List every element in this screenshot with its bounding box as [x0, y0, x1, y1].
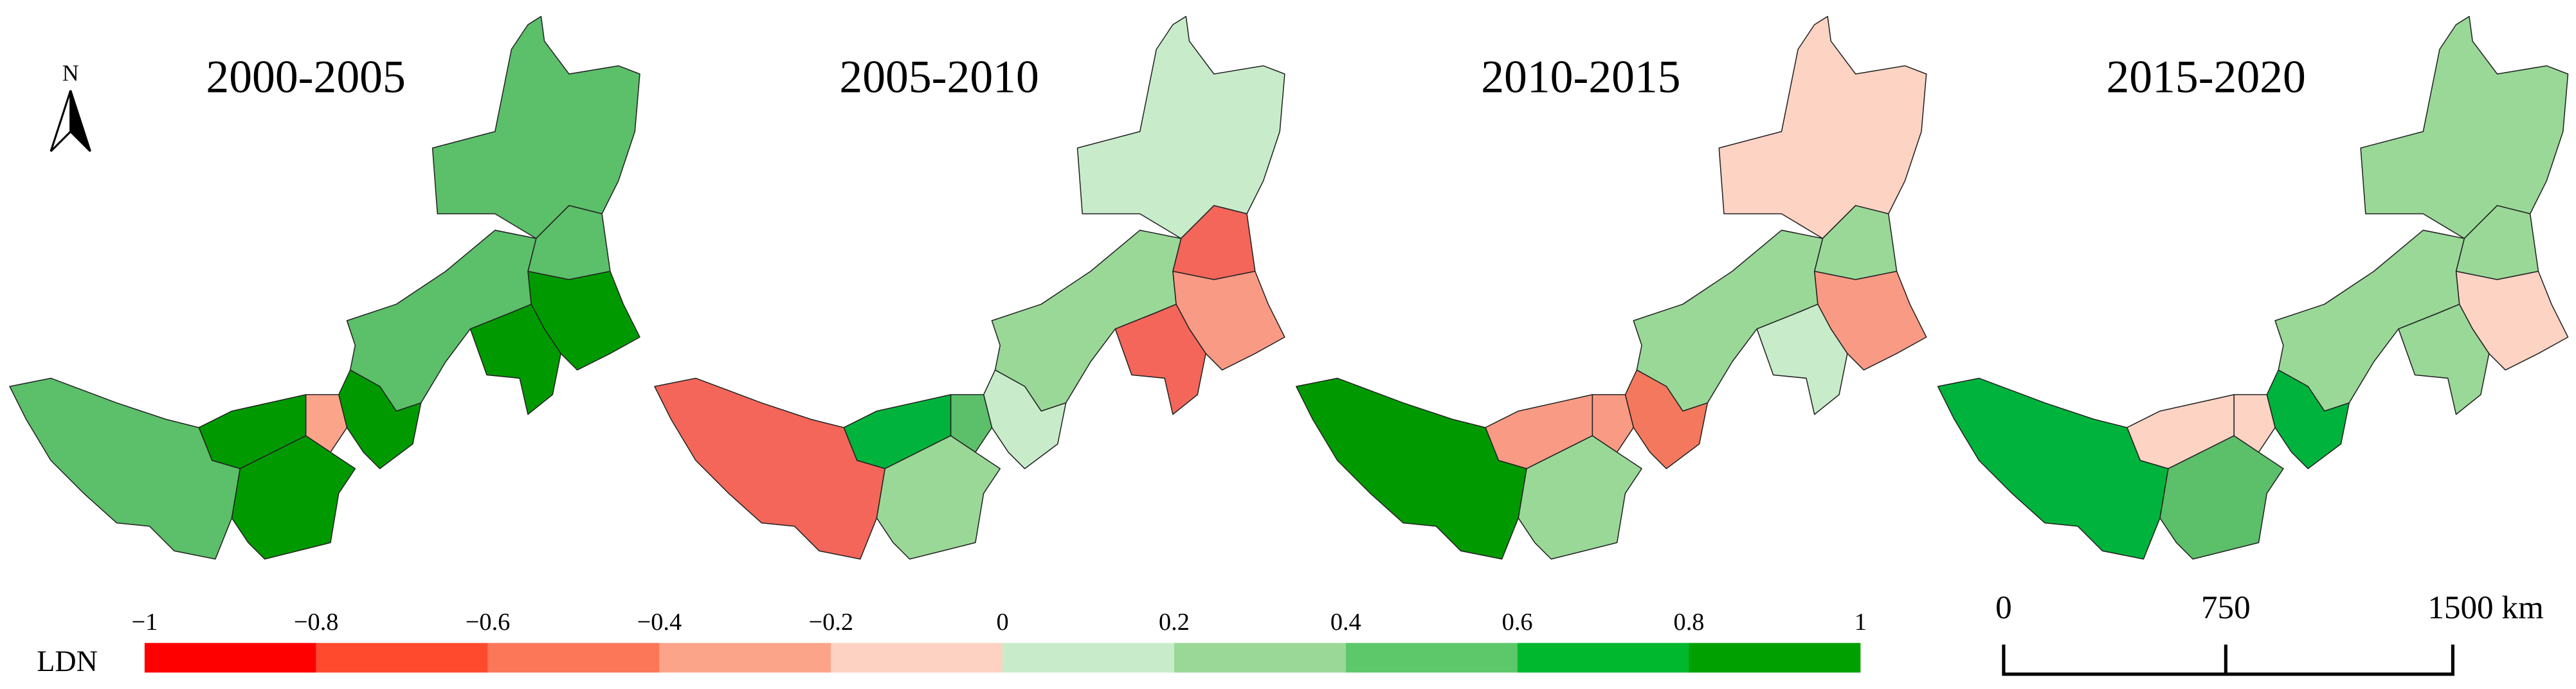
region	[2360, 15, 2569, 239]
legend-tick-label: 0	[997, 609, 1009, 636]
north-label: N	[62, 60, 79, 85]
legend-swatch	[831, 643, 1003, 673]
scale-bar: 0 750 1500 km	[1995, 589, 2544, 676]
legend-swatch	[1174, 643, 1346, 673]
legend-swatch	[1002, 643, 1174, 673]
north-arrow: N	[50, 60, 91, 152]
legend-swatch	[316, 643, 488, 673]
legend-tick-label: −0.4	[637, 609, 682, 636]
legend-tick-label: −0.2	[808, 609, 853, 636]
legend-swatch	[144, 643, 316, 673]
region	[9, 377, 241, 560]
map-panel	[654, 15, 1285, 560]
legend-tick-label: 0.8	[1674, 609, 1705, 636]
legend-tick-label: 1	[1855, 609, 1867, 636]
legend-swatch	[487, 643, 660, 673]
region	[1518, 435, 1642, 560]
region	[2159, 435, 2284, 560]
legend-swatch	[1517, 643, 1689, 673]
legend-swatch	[1345, 643, 1518, 673]
legend-tick-label: −0.8	[294, 609, 339, 636]
map-panel	[1937, 15, 2569, 560]
panel-title: 2005-2010	[839, 51, 1039, 102]
legend-tick-label: −0.6	[466, 609, 511, 636]
scale-label: 750	[2201, 589, 2251, 626]
legend-tick-label: 0.6	[1502, 609, 1533, 636]
map-panel	[9, 15, 640, 560]
region	[1718, 15, 1927, 239]
legend-tick-label: 0.2	[1159, 609, 1190, 636]
panel-title: 2000-2005	[206, 51, 405, 102]
scale-label: 0	[1995, 589, 2012, 626]
legend-swatch	[659, 643, 831, 673]
region	[231, 435, 356, 560]
north-arrow-right	[69, 90, 91, 152]
panel-title: 2015-2020	[2106, 51, 2305, 102]
region	[1937, 377, 2169, 560]
region	[876, 435, 1001, 560]
panel-title: 2010-2015	[1481, 51, 1680, 102]
region	[1076, 15, 1285, 239]
region	[654, 377, 885, 560]
legend-tick-label: 0.4	[1330, 609, 1361, 636]
north-arrow-left	[50, 90, 72, 152]
legend-swatch	[1689, 643, 1861, 673]
region	[1296, 377, 1527, 560]
legend-tick-label: −1	[131, 609, 158, 636]
map-panel	[1296, 15, 1927, 560]
scale-label: 1500 km	[2427, 589, 2543, 626]
region	[431, 15, 640, 239]
legend-title: LDN	[37, 645, 98, 677]
